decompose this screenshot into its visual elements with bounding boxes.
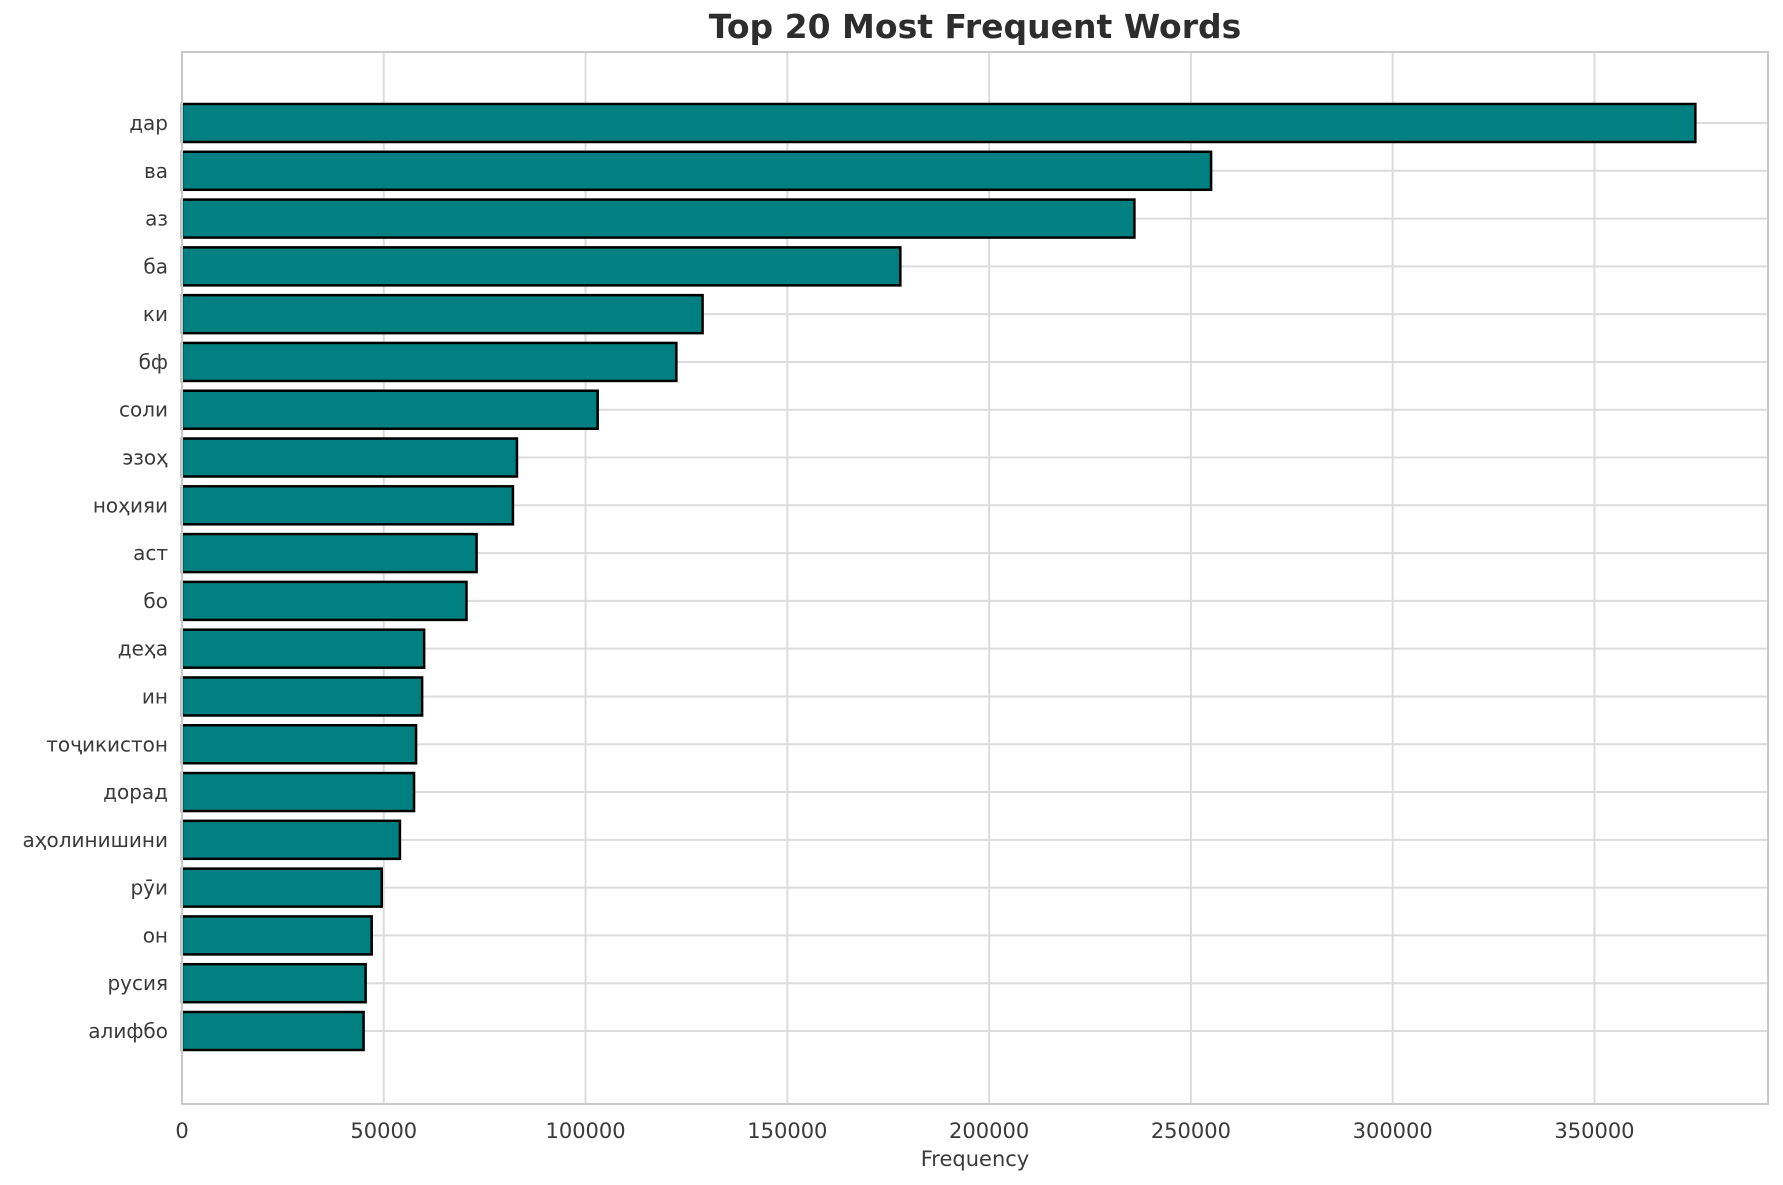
bar	[180, 724, 418, 765]
axes-layer	[181, 51, 1769, 1105]
bar	[180, 628, 426, 669]
x-tick-label: 300000	[1353, 1119, 1433, 1143]
bar	[180, 246, 902, 287]
y-category-label: ноҳияи	[93, 493, 168, 517]
bar	[180, 532, 478, 574]
y-category-label: ки	[143, 302, 168, 326]
x-tick-label: 200000	[949, 1119, 1029, 1143]
bar	[180, 915, 373, 956]
y-category-label: бо	[143, 589, 168, 613]
y-category-label: аз	[145, 207, 168, 231]
x-tick-label: 100000	[545, 1119, 625, 1143]
y-category-label: дар	[129, 111, 168, 135]
bar	[180, 867, 384, 908]
plot-border	[181, 51, 1769, 1105]
bar	[180, 962, 367, 1004]
y-category-label: он	[143, 923, 168, 947]
y-category-label: ин	[142, 684, 168, 708]
bar	[180, 150, 1213, 192]
bar	[180, 580, 468, 622]
bar	[180, 1010, 365, 1052]
x-tick-label: 250000	[1151, 1119, 1231, 1143]
x-tick-label: 150000	[747, 1119, 827, 1143]
y-category-label: деҳа	[118, 637, 168, 661]
y-category-label: эзоҳ	[122, 446, 168, 470]
y-category-label: алифбо	[88, 1019, 168, 1043]
y-category-label: ва	[144, 159, 168, 183]
labels-layer: 0 50000 100000 150000 200000 250000 300000 3500…	[22, 111, 1634, 1143]
bar	[180, 198, 1136, 239]
y-category-label: бф	[139, 350, 168, 374]
y-category-label: аҳолинишини	[22, 828, 168, 852]
y-category-label: дорад	[103, 780, 168, 804]
bar	[180, 341, 678, 383]
y-category-label: аст	[133, 541, 168, 565]
bar	[180, 293, 704, 335]
x-tick-label: 350000	[1554, 1119, 1634, 1143]
y-category-label: ба	[143, 254, 168, 278]
bar	[180, 389, 599, 430]
x-tick-label: 50000	[350, 1119, 417, 1143]
bar	[180, 437, 519, 478]
bar	[180, 485, 515, 526]
x-tick-label: 0	[175, 1119, 188, 1143]
y-category-label: русия	[107, 971, 168, 995]
chart-title: Top 20 Most Frequent Words	[709, 7, 1242, 46]
bar	[180, 676, 424, 717]
y-category-label: соли	[119, 398, 168, 422]
y-category-label: тоҷикистон	[46, 732, 168, 756]
bar	[180, 102, 1697, 144]
y-category-label: рӯи	[130, 876, 168, 900]
bar	[180, 771, 416, 813]
x-axis-label: Frequency	[921, 1147, 1030, 1171]
bar	[180, 819, 402, 861]
bars-layer	[180, 102, 1697, 1052]
